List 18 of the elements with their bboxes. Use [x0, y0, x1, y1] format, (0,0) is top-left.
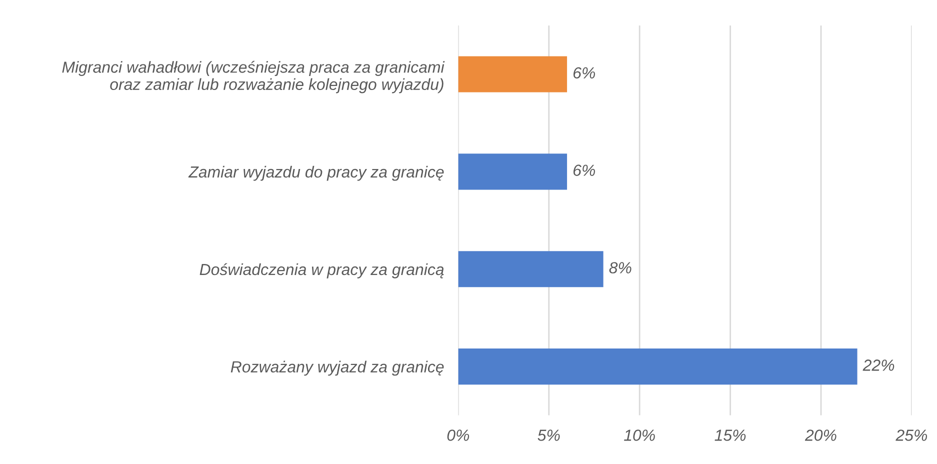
data-label: 6% [573, 67, 595, 79]
bar [458, 251, 604, 288]
bar [458, 154, 568, 190]
data-label: 22% [862, 360, 894, 371]
x-tick-label: 15% [714, 430, 746, 441]
bar [458, 56, 568, 92]
x-tick-label: 10% [624, 430, 655, 441]
data-label: 8% [609, 262, 632, 274]
y-tick-label: Zamiar wyjazdu do pracy za granicę [188, 166, 444, 181]
x-tick-label: 0% [447, 430, 470, 441]
data-label: 6% [573, 164, 595, 176]
y-tick-label: Doświadczenia w pracy za granicą [200, 263, 444, 278]
x-tick-label: 20% [804, 430, 836, 441]
y-tick-label: Migranci wahadłowi (wcześniejsza praca za granicami oraz zamiar lub rozważanie kolejnego wyjazdu) [62, 60, 445, 94]
x-tick-label: 25% [896, 430, 927, 441]
bar [458, 348, 858, 385]
x-tick-label: 5% [538, 430, 560, 441]
y-tick-label: Rozważany wyjazd za granicę [230, 360, 444, 376]
